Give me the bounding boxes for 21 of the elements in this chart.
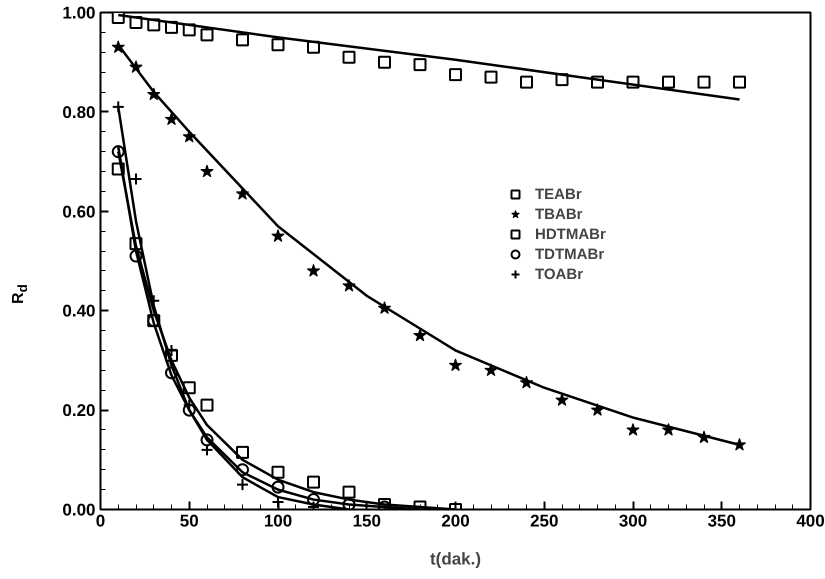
x-tick-label: 400 xyxy=(796,512,825,530)
y-tick-label: 1.00 xyxy=(62,4,96,22)
x-tick-label: 0 xyxy=(96,512,106,530)
legend-label: TDTMABr xyxy=(535,246,604,262)
legend-label: TEABr xyxy=(535,186,582,202)
y-tick-label: 0.00 xyxy=(62,500,96,520)
y-tick-label: 0.80 xyxy=(62,102,96,122)
y-tick-label: 0.20 xyxy=(62,401,96,420)
x-axis-title: t(dak.) xyxy=(430,550,481,568)
x-tick-label: 50 xyxy=(180,512,199,530)
x-tick-label: 150 xyxy=(352,512,381,530)
x-tick-label: 350 xyxy=(708,512,736,530)
x-tick-label: 100 xyxy=(264,512,292,530)
legend-label: TBABr xyxy=(535,206,582,222)
y-tick-label: 0.40 xyxy=(62,302,96,321)
x-tick-label: 200 xyxy=(441,512,470,530)
legend-label: HDTMABr xyxy=(535,226,606,242)
legend-label: TOABr xyxy=(535,266,584,282)
x-tick-label: 300 xyxy=(618,512,648,530)
y-tick-label: 0.60 xyxy=(62,202,96,222)
x-tick-label: 250 xyxy=(530,512,558,530)
